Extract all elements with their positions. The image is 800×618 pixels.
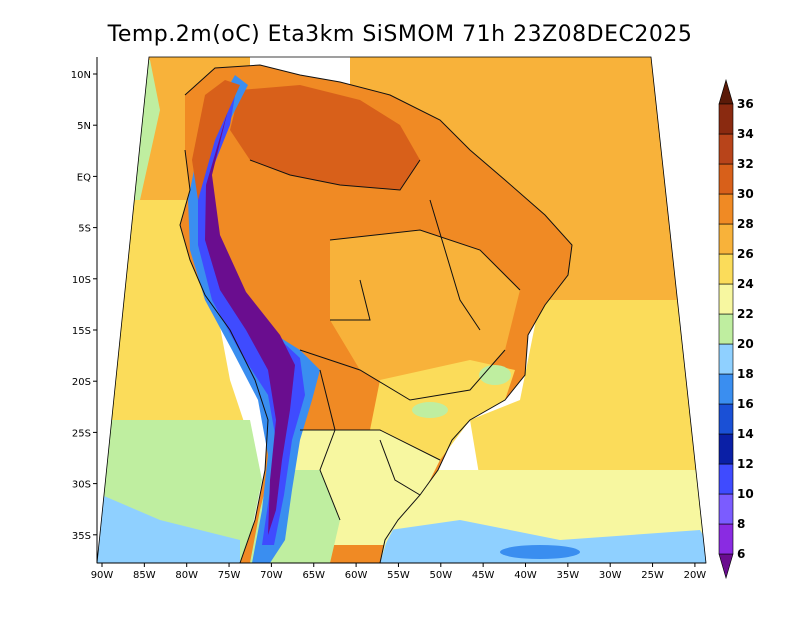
- x-tick-label: 40W: [514, 570, 537, 581]
- x-tick-label: 60W: [345, 570, 368, 581]
- x-tick-label: 35W: [557, 570, 580, 581]
- colorbar-label: 36: [737, 97, 754, 111]
- colorbar-label: 14: [737, 427, 754, 441]
- x-tick-label: 75W: [218, 570, 241, 581]
- temperature-field: [97, 57, 706, 563]
- colorbar-label: 12: [737, 457, 754, 471]
- y-tick-label: 25S: [72, 428, 91, 439]
- colorbar-swatch: [718, 343, 734, 375]
- colorbar-label: 22: [737, 307, 754, 321]
- y-tick-label: 5N: [77, 121, 91, 132]
- x-tick-label: 20W: [684, 570, 707, 581]
- andes-core: [205, 110, 295, 535]
- colorbar-swatch: [718, 523, 734, 555]
- colorbar-bottom-arrow: [718, 553, 734, 580]
- colorbar-label: 16: [737, 397, 754, 411]
- colorbar-swatch: [718, 223, 734, 255]
- colorbar-swatch: [718, 403, 734, 435]
- colorbar-swatch: [718, 313, 734, 345]
- ocean-far-south-atl: [380, 520, 706, 563]
- x-tick-label: 65W: [302, 570, 325, 581]
- highland-cool-brazil: [479, 365, 511, 385]
- x-tick-label: 45W: [472, 570, 495, 581]
- y-tick-label: 15S: [72, 326, 91, 337]
- y-tick-label: 10N: [71, 70, 91, 81]
- colorbar-label: 6: [737, 547, 745, 561]
- colorbar-label: 24: [737, 277, 754, 291]
- land-central: [330, 230, 520, 400]
- colorbar-swatch: [718, 103, 734, 135]
- y-tick-label: 5S: [78, 224, 91, 235]
- andes-orange-edge: [192, 80, 240, 200]
- land-northwest-hot: [230, 85, 420, 190]
- y-tick-label: EQ: [77, 172, 91, 183]
- colorbar-label: 10: [737, 487, 754, 501]
- colorbar-label: 20: [737, 337, 754, 351]
- colorbar-label: 26: [737, 247, 754, 261]
- cold-patch: [500, 545, 580, 559]
- x-tick-label: 70W: [260, 570, 283, 581]
- colorbar-swatch: [718, 283, 734, 315]
- x-tick-label: 55W: [387, 570, 410, 581]
- colorbar-swatch: [718, 373, 734, 405]
- colorbar-swatch: [718, 163, 734, 195]
- x-tick-label: 85W: [133, 570, 156, 581]
- colorbar-label: 18: [737, 367, 754, 381]
- ocean-atlantic-central: [470, 300, 706, 480]
- colorbar-label: 32: [737, 157, 754, 171]
- y-tick-label: 10S: [72, 275, 91, 286]
- x-tick-label: 80W: [175, 570, 198, 581]
- colorbar-top-arrow: [718, 78, 734, 105]
- y-tick-label: 20S: [72, 377, 91, 388]
- highland-cool-south: [412, 402, 448, 418]
- colorbar-label: 8: [737, 517, 745, 531]
- country-boundaries: [179, 64, 573, 564]
- colorbar-swatch: [718, 253, 734, 285]
- y-tick-label: 35S: [72, 531, 91, 542]
- x-tick-label: 90W: [91, 570, 114, 581]
- ocean-far-south: [97, 490, 240, 563]
- x-tick-label: 30W: [599, 570, 622, 581]
- colorbar-swatch: [718, 133, 734, 165]
- x-tick-label: 50W: [429, 570, 452, 581]
- map-title: Temp.2m(oC) Eta3km SiSMOM 71h 23Z08DEC20…: [107, 22, 693, 47]
- colorbar-swatch: [718, 433, 734, 465]
- colorbar-swatch: [718, 193, 734, 225]
- colorbar-label: 28: [737, 217, 754, 231]
- x-tick-label: 25W: [641, 570, 664, 581]
- colorbar-label: 30: [737, 187, 754, 201]
- colorbar-swatch: [718, 463, 734, 495]
- colorbar-label: 34: [737, 127, 754, 141]
- colorbar-swatch: [718, 493, 734, 525]
- y-tick-label: 30S: [72, 480, 91, 491]
